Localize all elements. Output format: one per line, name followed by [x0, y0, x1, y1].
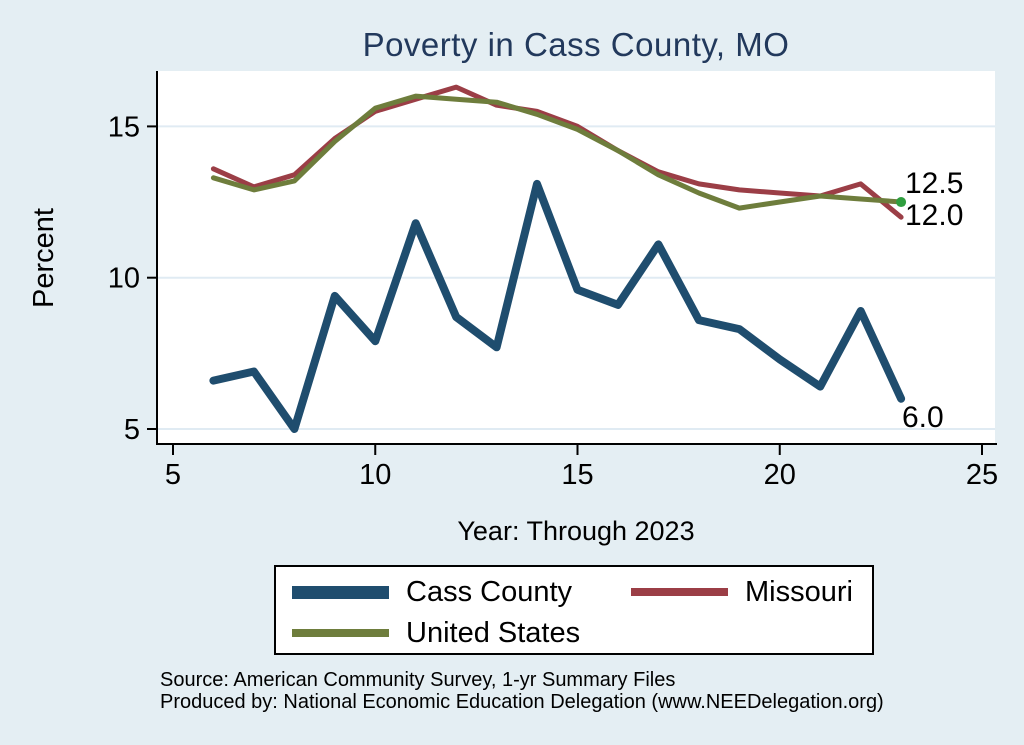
- y-tick-label: 15: [108, 111, 140, 143]
- legend-label: United States: [406, 616, 581, 649]
- x-tick-label: 10: [359, 459, 391, 491]
- plot-background: [157, 71, 995, 444]
- end-label: 6.0: [902, 401, 944, 434]
- legend: Cass County Missouri United States: [274, 565, 874, 655]
- end-marker-dot: [896, 197, 907, 208]
- series-line-cass-county: [209, 179, 906, 433]
- y-axis-title: Percent: [28, 208, 60, 308]
- legend-swatch: [631, 588, 728, 596]
- legend-item-united-states: United States: [292, 615, 580, 651]
- series-line-missouri: [210, 84, 904, 220]
- end-label: 12.0: [905, 199, 964, 232]
- source-note: Source: American Community Survey, 1-yr …: [160, 669, 884, 713]
- legend-swatch: [292, 629, 389, 637]
- x-tick-label: 5: [165, 459, 181, 491]
- legend-item-cass-county: Cass County: [292, 574, 572, 610]
- legend-label: Missouri: [745, 575, 853, 608]
- legend-swatch: [292, 585, 389, 599]
- legend-item-missouri: Missouri: [631, 574, 853, 610]
- x-tick-label: 25: [966, 459, 998, 491]
- x-axis-title: Year: Through 2023: [457, 516, 695, 546]
- source-line: Source: American Community Survey, 1-yr …: [160, 669, 676, 691]
- produced-by-line: Produced by: National Economic Education…: [160, 690, 884, 713]
- chart-title: Poverty in Cass County, MO: [362, 26, 790, 63]
- series-line-united-states: [210, 93, 904, 211]
- legend-label: Cass County: [406, 575, 573, 608]
- x-tick-label: 15: [561, 459, 593, 491]
- x-tick-label: 20: [764, 459, 796, 491]
- y-tick-label: 5: [124, 414, 140, 446]
- y-tick-label: 10: [108, 263, 140, 295]
- end-label: 12.5: [905, 167, 964, 200]
